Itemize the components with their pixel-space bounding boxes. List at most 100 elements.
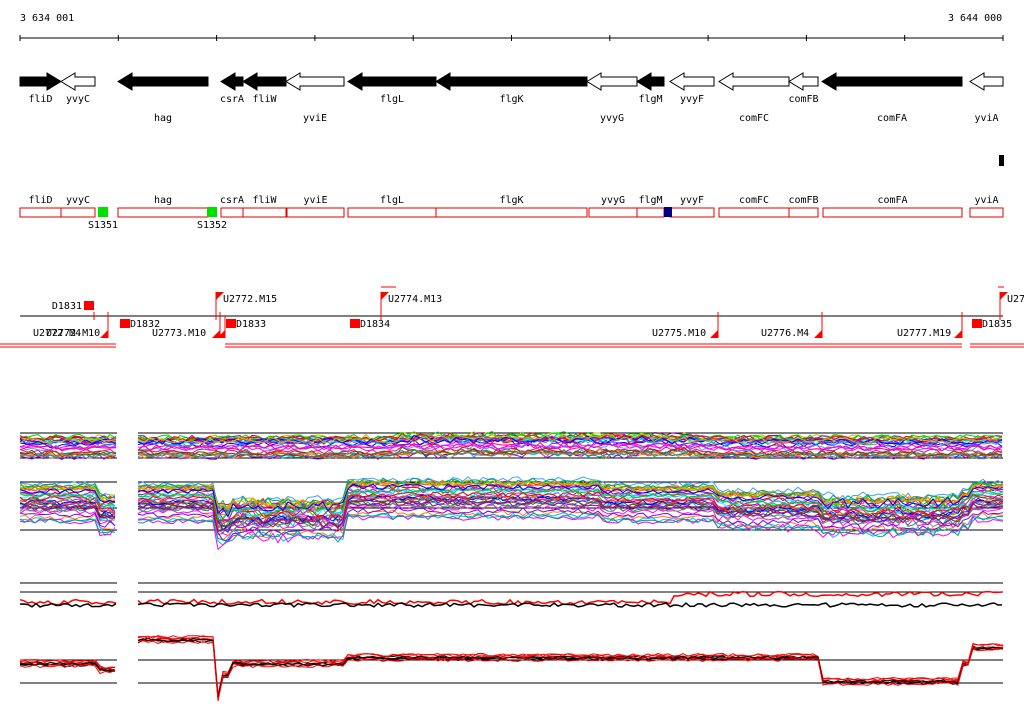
gene-arrow-yvyF[interactable] <box>669 72 715 91</box>
d-feature-D1833[interactable] <box>226 319 236 328</box>
expression-profile-line <box>137 602 1003 608</box>
ruler-start-label: 3 634 001 <box>20 13 75 24</box>
expression-profile-line <box>137 639 1004 699</box>
d-feature-D1832[interactable] <box>120 319 130 328</box>
gene-box-comFC[interactable] <box>718 207 790 218</box>
gene-arrow-flgK[interactable] <box>435 72 588 91</box>
gene-arrow-hag[interactable] <box>117 72 209 91</box>
expression-profile-line <box>19 450 117 458</box>
gene-label-flgK: flgK <box>499 94 523 105</box>
d-label-D1831: D1831 <box>52 301 82 312</box>
expression-profile-line <box>137 499 1004 529</box>
gene-arrow-fliD[interactable] <box>19 72 62 91</box>
gene-arrow-flgM[interactable] <box>636 72 665 91</box>
expression-profile-line <box>19 602 117 608</box>
expression-profile-line <box>137 499 1004 533</box>
ruler-end-label: 3 644 000 <box>948 13 1003 24</box>
gene-box-yvyG[interactable] <box>588 207 638 218</box>
expression-profile-line <box>137 446 1003 458</box>
u-label-U2772.M4: U2772.M4 <box>33 328 81 339</box>
expression-profile-line <box>19 445 117 451</box>
gene-arrow-yvyC[interactable] <box>60 72 96 91</box>
gene-box-comFA[interactable] <box>822 207 963 218</box>
expression-profile-line <box>137 483 1004 518</box>
expression-profile-line <box>137 635 1004 695</box>
u-flag-end <box>814 330 822 338</box>
srna-marker-S1352[interactable] <box>207 207 217 217</box>
expression-profile-line <box>137 503 1004 537</box>
u-label-U2774.M13: U2774.M13 <box>388 294 442 305</box>
u-flag-U27[interactable] <box>1000 292 1008 300</box>
gene-label-comFB: comFB <box>788 94 818 105</box>
gene-box-label-yvyG: yvyG <box>601 195 625 206</box>
expression-profile-line <box>19 509 116 527</box>
u-label-U2776.M4: U2776.M4 <box>761 328 809 339</box>
gene-box-yvyC[interactable] <box>60 207 96 218</box>
expression-profile-line <box>137 506 1004 541</box>
gene-box-label-csrA: csrA <box>220 195 244 206</box>
expression-profile-line <box>19 437 117 445</box>
expression-profile-line <box>137 512 1004 546</box>
gene-box-csrA[interactable] <box>220 207 244 218</box>
gene-arrow-yvyG[interactable] <box>586 72 638 91</box>
gene-box-fliW[interactable] <box>242 207 287 218</box>
expression-profile-line <box>137 430 1003 442</box>
gene-box-hag[interactable] <box>117 207 209 218</box>
expression-profile-line <box>19 438 117 445</box>
expression-profile-line <box>19 661 116 672</box>
gene-box-label-fliD: fliD <box>28 195 52 206</box>
u-flag-U2774.M13[interactable] <box>381 292 389 300</box>
srna-label-S1351: S1351 <box>88 220 118 231</box>
gene-arrow-yviE[interactable] <box>285 72 345 91</box>
expression-profile-line <box>137 433 1003 444</box>
gene-box-label-comFB: comFB <box>788 195 818 206</box>
expression-profile-line <box>137 441 1003 452</box>
blue-marker[interactable] <box>664 207 672 217</box>
gene-box-label-flgL: flgL <box>380 195 404 206</box>
gene-box-yviE[interactable] <box>286 207 345 218</box>
gene-box-yviA[interactable] <box>969 207 1004 218</box>
gene-arrow-comFB[interactable] <box>788 72 819 91</box>
gene-box-label-yvyF: yvyF <box>680 195 704 206</box>
gene-label-fliD: fliD <box>28 94 52 105</box>
expression-profile-line <box>19 512 116 528</box>
srna-marker-S1351[interactable] <box>98 207 108 217</box>
expression-profile-line <box>19 504 115 519</box>
gene-arrow-comFC[interactable] <box>718 72 790 91</box>
d-label-D1834: D1834 <box>360 319 390 330</box>
gene-label-comFC: comFC <box>739 113 769 124</box>
d-feature-D1831[interactable] <box>84 301 94 310</box>
gene-box-flgK[interactable] <box>435 207 588 218</box>
gene-arrow-flgL[interactable] <box>347 72 437 91</box>
gene-box-label-flgM: flgM <box>638 195 662 206</box>
u-flag-end <box>710 330 718 338</box>
expression-profile-line <box>137 513 1004 551</box>
d-feature-D1834[interactable] <box>350 319 360 328</box>
gene-box-flgM[interactable] <box>636 207 665 218</box>
gene-arrow-yviA[interactable] <box>969 72 1004 91</box>
d-label-D1833: D1833 <box>236 319 266 330</box>
expression-profile-line <box>19 504 115 519</box>
expression-profile-line <box>137 638 1004 699</box>
expression-profile-line <box>137 637 1004 697</box>
gene-arrow-csrA[interactable] <box>220 72 244 91</box>
gene-arrow-comFA[interactable] <box>821 72 963 91</box>
gene-box-label-yviA: yviA <box>974 195 998 206</box>
expression-profile-line <box>19 444 117 452</box>
gene-box-fliD[interactable] <box>19 207 62 218</box>
gene-label-fliW: fliW <box>252 94 277 105</box>
u-label-U2777.M19: U2777.M19 <box>897 328 951 339</box>
expression-profile-line <box>19 659 115 669</box>
gene-box-comFB[interactable] <box>788 207 819 218</box>
gene-box-label-comFA: comFA <box>877 195 907 206</box>
gene-box-label-yvyC: yvyC <box>66 195 90 206</box>
gene-label-comFA: comFA <box>877 113 907 124</box>
d-feature-D1835[interactable] <box>972 319 982 328</box>
u-flag-U2772.M15[interactable] <box>216 292 224 300</box>
gene-box-yvyF[interactable] <box>669 207 715 218</box>
expression-profile-line <box>137 501 1004 532</box>
gene-label-csrA: csrA <box>220 94 244 105</box>
gene-arrow-fliW[interactable] <box>242 72 287 91</box>
gene-box-flgL[interactable] <box>347 207 437 218</box>
